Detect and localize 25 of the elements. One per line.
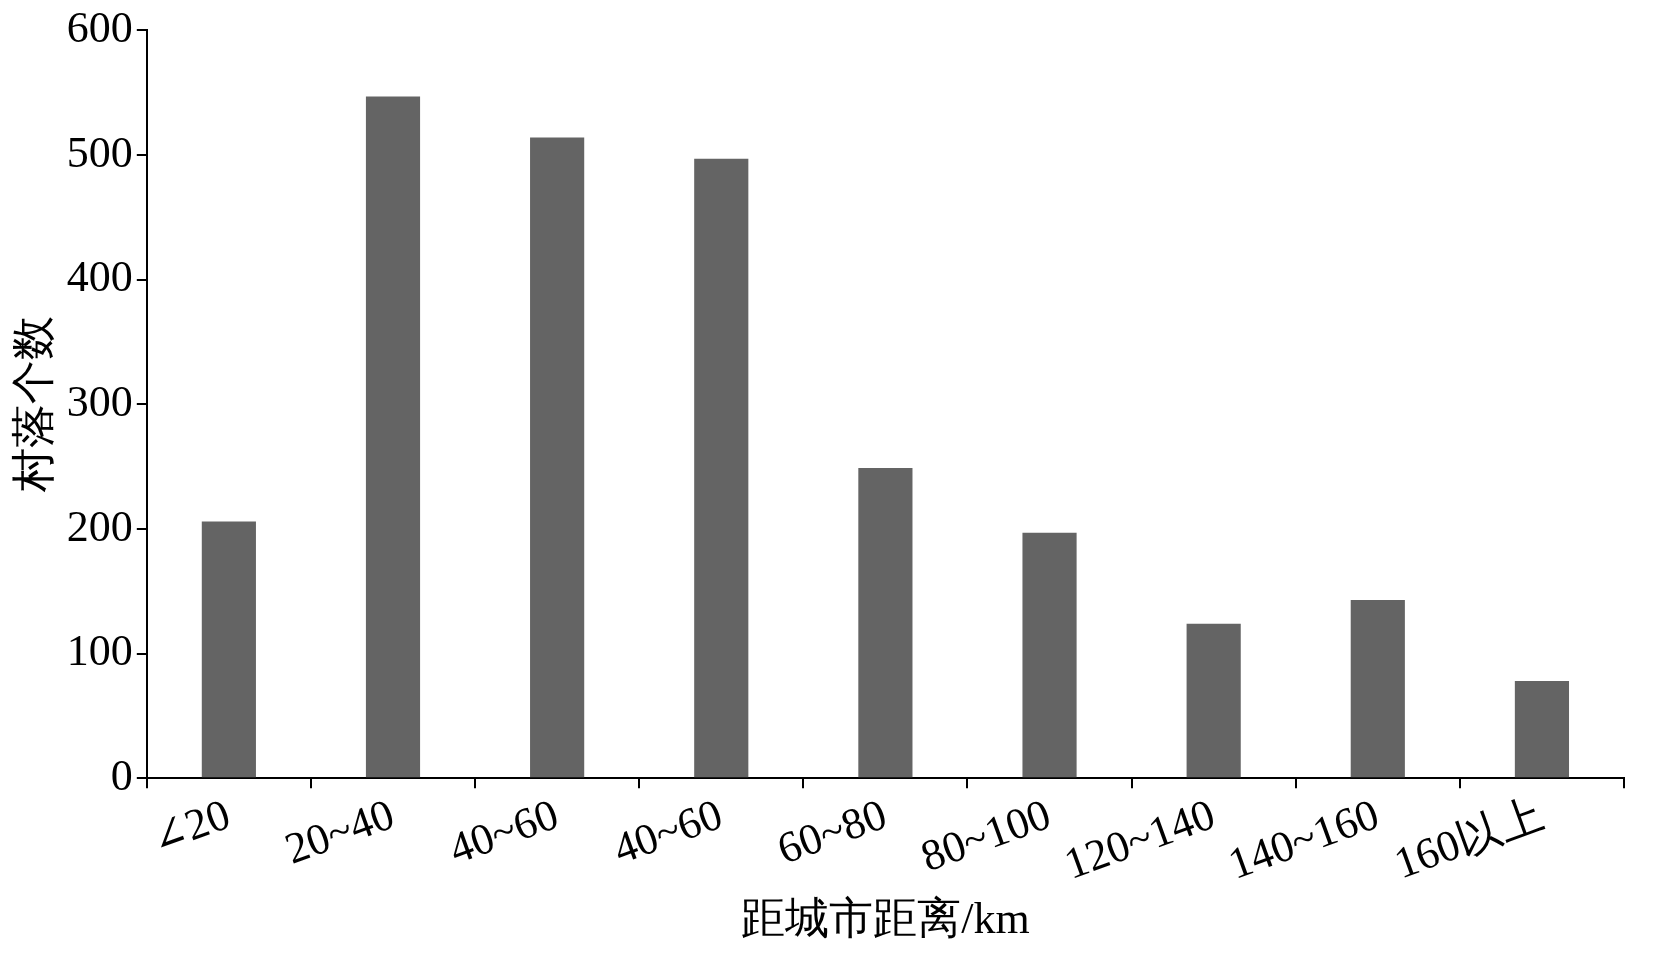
y-tick-label: 600 [66,2,133,52]
bar [365,96,421,778]
bar [694,158,749,778]
y-tick-label: 400 [66,252,133,302]
x-tick-label: 60~80 [770,789,893,874]
bar [1514,681,1570,778]
bar [858,467,913,778]
y-tick-label: 500 [66,127,133,177]
bar [1022,532,1077,778]
x-tick-label: ∠20 [143,789,237,864]
bar [201,521,256,778]
y-tick-label: 300 [66,376,133,426]
bar [1186,623,1241,778]
y-tick-label: 100 [66,626,133,676]
y-tick-label: 200 [66,501,133,551]
x-tick-label: 40~60 [442,789,565,874]
bar [1350,600,1405,778]
x-tick-label: 20~40 [278,789,401,874]
x-tick-label: 80~100 [914,789,1057,882]
x-axis-title: 距城市距离/km [741,894,1030,944]
bar [530,137,585,778]
x-tick-label: 160以上 [1387,789,1550,889]
y-axis-title: 村落个数 [8,316,58,494]
y-tick-label: 0 [110,750,133,800]
x-tick-label: 40~60 [606,789,729,874]
